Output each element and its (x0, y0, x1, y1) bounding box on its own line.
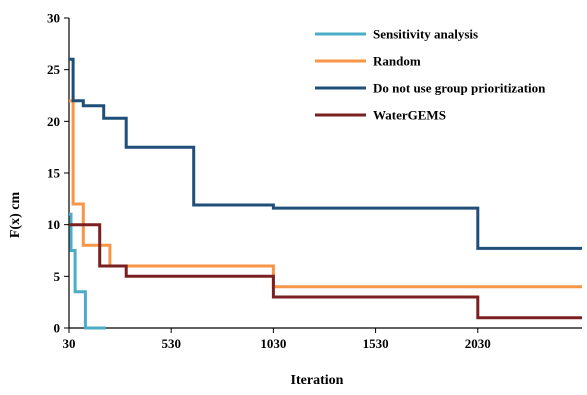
axes: 0 5 10 15 20 25 30 30 530 1030 1530 2030 (47, 11, 582, 351)
legend-label-4: WaterGEMS (373, 108, 446, 123)
series-line-4 (69, 223, 582, 320)
y-tick-label: 5 (54, 269, 61, 284)
x-tick-label: 1530 (363, 336, 389, 351)
y-tick-label: 25 (47, 62, 61, 77)
series-line-2 (69, 99, 582, 289)
y-tick-label: 20 (47, 114, 60, 129)
series-line-1 (69, 212, 106, 330)
legend-label-3: Do not use group prioritization (373, 81, 546, 96)
x-tick-label: 530 (161, 336, 181, 351)
x-tick-label: 1030 (260, 336, 286, 351)
legend-label-2: Random (373, 54, 421, 69)
x-axis-title: Iteration (291, 373, 344, 388)
legend: Sensitivity analysis Random Do not use gro… (315, 27, 546, 123)
y-tick-label: 10 (47, 217, 60, 232)
series-line-3 (69, 57, 582, 250)
y-tick-label: 15 (47, 166, 61, 181)
x-tick-label: 30 (63, 336, 76, 351)
y-tick-label: 0 (54, 321, 61, 336)
legend-label-1: Sensitivity analysis (373, 27, 478, 42)
y-axis-title: F(x) cm (8, 192, 23, 239)
series-lines (69, 57, 582, 330)
y-tick-label: 30 (47, 11, 60, 26)
x-tick-label: 2030 (465, 336, 491, 351)
